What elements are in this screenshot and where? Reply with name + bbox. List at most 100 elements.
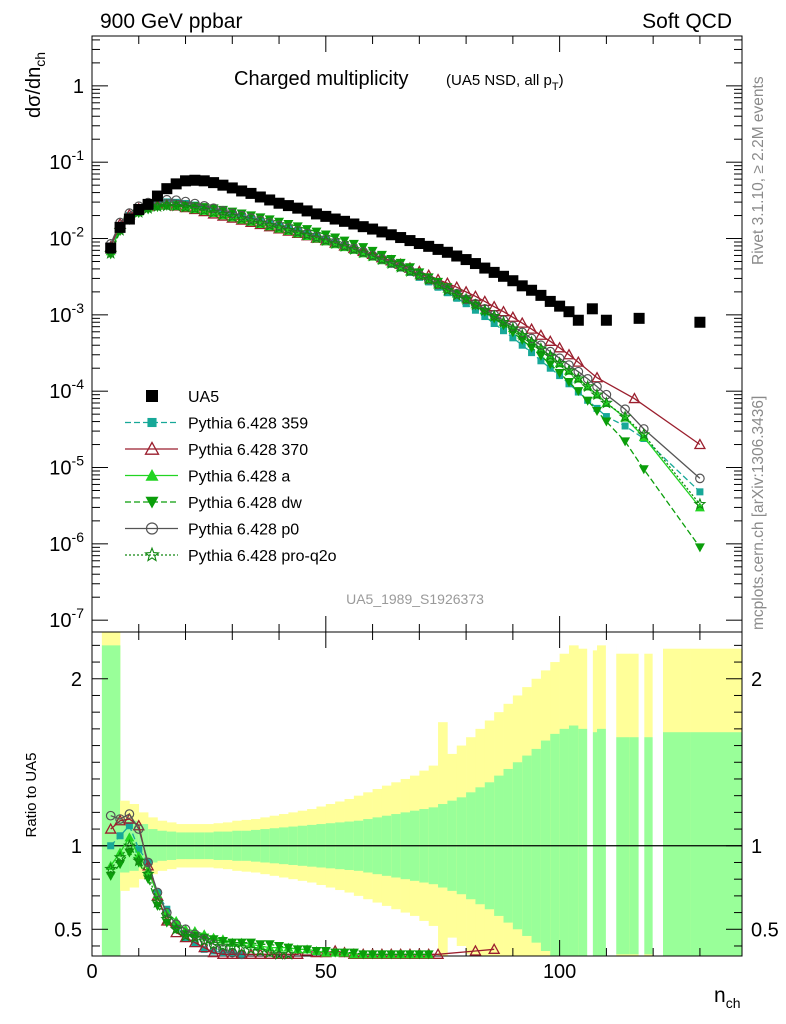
data-point	[498, 270, 510, 282]
side-label-bottom: mcplots.cern.ch [arXiv:1306.3436]	[750, 396, 767, 630]
data-point	[245, 187, 257, 199]
data-point	[526, 284, 538, 296]
uncertainty-band-inner	[662, 732, 691, 956]
series-point	[544, 334, 557, 346]
data-point	[329, 213, 341, 225]
data-point	[339, 215, 351, 227]
ratio-point	[133, 824, 144, 834]
header-left: 900 GeV ppbar	[100, 10, 242, 33]
chart-subtitle-sub: T	[552, 81, 559, 93]
ratio-point	[104, 822, 117, 834]
data-point	[273, 197, 285, 209]
series-point	[225, 209, 239, 223]
main-y-tick-label-exp: -1	[72, 147, 85, 163]
data-point	[460, 254, 472, 266]
ratio-point	[253, 944, 267, 957]
ratio-point	[141, 867, 155, 880]
series-point	[440, 283, 454, 296]
ratio-point	[291, 947, 304, 959]
series-point	[469, 298, 482, 311]
x-tick-label: 0	[86, 961, 97, 983]
uncertainty-band-inner	[559, 728, 570, 956]
series-point	[535, 351, 546, 361]
series-point	[328, 236, 342, 250]
main-y-tick-label: 10-3	[49, 300, 84, 327]
ratio-point	[180, 924, 191, 935]
series-point	[599, 396, 613, 409]
ratio-point	[339, 948, 350, 958]
series-point	[412, 268, 426, 281]
data-point	[376, 226, 388, 238]
ratio-point	[235, 940, 249, 954]
ratio-point	[189, 931, 200, 941]
main-y-tick-label-exp: -6	[72, 529, 85, 545]
ratio-y-tick-label-right: 0.5	[751, 919, 779, 941]
x-tick-label: 50	[315, 961, 337, 983]
ratio-point	[263, 945, 277, 959]
series-point	[638, 424, 649, 434]
ratio-y-tick-label: 2	[71, 669, 82, 691]
series-point	[509, 334, 517, 342]
ratio-point	[113, 850, 127, 863]
ratio-point	[151, 895, 164, 909]
ratio-point	[348, 948, 359, 958]
ratio-panel: 0.5 0.5 1 1 2 2 0 50 100 Ratio to UA5 nch	[23, 631, 779, 1011]
ratio-point	[124, 809, 135, 819]
data-point	[441, 246, 453, 258]
data-point	[404, 235, 416, 247]
main-y-tick-label-exp: -2	[72, 224, 85, 240]
data-point	[451, 250, 463, 262]
series-point	[693, 438, 707, 450]
data-point	[488, 266, 500, 278]
series-point	[590, 387, 604, 401]
series-point	[235, 211, 249, 225]
ratio-point	[113, 814, 127, 826]
series-point	[487, 309, 501, 322]
main-y-tick-label: 10-5	[49, 453, 84, 480]
ratio-point	[488, 942, 501, 954]
main-y-tick-label-base: 10	[49, 229, 71, 251]
series-point	[545, 360, 556, 370]
ratio-point	[274, 941, 285, 951]
chart-subtitle: (UA5 NSD, all pT)	[446, 72, 564, 93]
data-point	[151, 190, 163, 202]
series-point	[553, 356, 567, 369]
data-point	[423, 240, 435, 252]
series-point	[564, 360, 574, 370]
legend-label: Pythia 6.428 370	[188, 442, 308, 459]
series-line	[110, 204, 701, 508]
ratio-point	[197, 934, 211, 947]
series-point	[356, 246, 370, 259]
data-point	[413, 238, 425, 250]
legend-label: UA5	[188, 389, 219, 406]
ratio-point	[292, 945, 303, 955]
uncertainty-band-gap	[652, 632, 664, 956]
main-y-tick-label-base: 10	[49, 152, 71, 174]
data-point	[142, 198, 154, 210]
ratio-point	[105, 810, 116, 821]
ratio-point	[386, 950, 397, 960]
data-point	[226, 182, 238, 194]
main-y-tick-label: 10-1	[49, 147, 84, 174]
ratio-point	[404, 950, 415, 960]
main-y-axis-label-text: dσ/dn	[23, 67, 45, 118]
ratio-point	[225, 939, 239, 952]
series-point	[347, 242, 361, 255]
ratio-point	[219, 949, 227, 957]
main-y-tick-label-base: 10	[49, 305, 71, 327]
series-point	[621, 422, 629, 430]
series-point	[620, 404, 630, 415]
series-point	[525, 335, 539, 348]
series-line	[110, 205, 701, 505]
series-point	[384, 256, 398, 270]
series-point	[459, 292, 473, 305]
legend-label: Pythia 6.428 dw	[188, 495, 302, 512]
series-point	[497, 315, 510, 328]
ratio-point	[376, 950, 387, 960]
ratio-point	[431, 947, 445, 959]
data-point	[189, 174, 201, 186]
series-point	[628, 392, 641, 404]
ratio-point	[107, 842, 115, 850]
legend-marker	[145, 496, 159, 509]
watermark: UA5_1989_S1926373	[346, 591, 484, 607]
